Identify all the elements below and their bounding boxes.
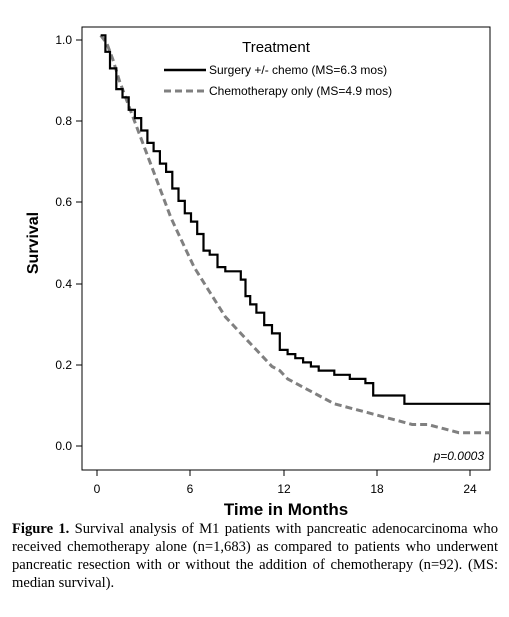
x-axis: 0 6 12 18 24 xyxy=(94,470,477,496)
legend-label-surgery-chemo: Surgery +/- chemo (MS=6.3 mos) xyxy=(209,63,387,77)
figure-caption-label: Figure 1. xyxy=(12,521,70,537)
plot-frame xyxy=(81,26,491,471)
legend-title: Treatment xyxy=(242,39,311,56)
legend-label-chemotherapy-only: Chemotherapy only (MS=4.9 mos) xyxy=(209,84,392,98)
x-tick-label: 6 xyxy=(187,482,194,496)
y-tick-label: 0.0 xyxy=(55,439,72,453)
y-tick-label: 1.0 xyxy=(55,33,72,47)
figure-caption: Figure 1. Survival analysis of M1 patien… xyxy=(12,520,498,592)
y-tick-label: 0.4 xyxy=(55,277,72,291)
figure-caption-text: Survival analysis of M1 patients with pa… xyxy=(12,521,498,591)
series-line-chemotherapy-only xyxy=(99,34,490,435)
x-tick-label: 0 xyxy=(94,482,101,496)
y-axis-title: Survival xyxy=(25,212,42,274)
x-tick-label: 18 xyxy=(370,482,384,496)
y-axis: 1.0 0.8 0.6 0.4 0.2 0.0 xyxy=(55,33,82,453)
series-line-surgery-chemo xyxy=(100,34,490,405)
legend: Treatment Surgery +/- chemo (MS=6.3 mos)… xyxy=(164,39,392,98)
x-tick-label: 24 xyxy=(463,482,477,496)
y-tick-label: 0.2 xyxy=(55,358,72,372)
y-tick-label: 0.6 xyxy=(55,195,72,209)
x-axis-title: Time in Months xyxy=(224,500,348,519)
x-tick-label: 12 xyxy=(277,482,291,496)
y-tick-label: 0.8 xyxy=(55,114,72,128)
survival-chart: 1.0 0.8 0.6 0.4 0.2 0.0 0 6 12 18 24 Tim… xyxy=(25,26,491,519)
p-value-annotation: p=0.0003 xyxy=(433,449,485,463)
